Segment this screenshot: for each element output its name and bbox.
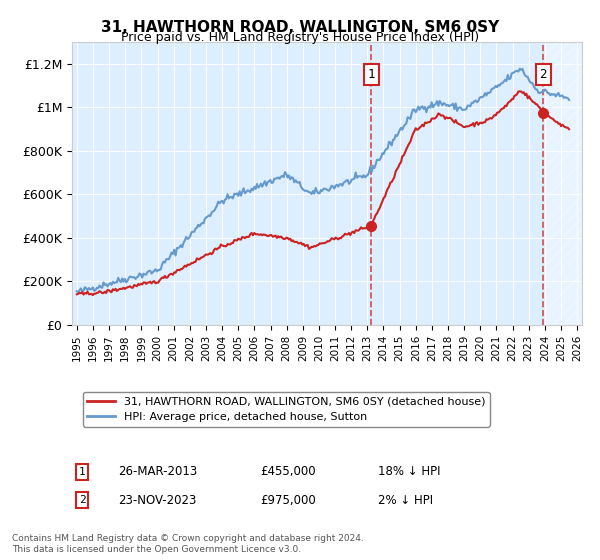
Text: 31, HAWTHORN ROAD, WALLINGTON, SM6 0SY: 31, HAWTHORN ROAD, WALLINGTON, SM6 0SY [101,20,499,35]
Text: £455,000: £455,000 [260,465,316,478]
Text: Contains HM Land Registry data © Crown copyright and database right 2024.
This d: Contains HM Land Registry data © Crown c… [12,534,364,554]
Text: 2: 2 [79,495,86,505]
Text: 18% ↓ HPI: 18% ↓ HPI [378,465,440,478]
Text: 23-NOV-2023: 23-NOV-2023 [118,493,196,507]
Legend: 31, HAWTHORN ROAD, WALLINGTON, SM6 0SY (detached house), HPI: Average price, det: 31, HAWTHORN ROAD, WALLINGTON, SM6 0SY (… [83,392,490,427]
Text: 1: 1 [79,467,86,477]
Bar [545,42,585,325]
Text: 1: 1 [367,68,375,81]
Text: 2: 2 [539,68,547,81]
Text: £975,000: £975,000 [260,493,316,507]
Text: 2% ↓ HPI: 2% ↓ HPI [378,493,433,507]
Text: Price paid vs. HM Land Registry's House Price Index (HPI): Price paid vs. HM Land Registry's House … [121,31,479,44]
Text: 26-MAR-2013: 26-MAR-2013 [118,465,197,478]
